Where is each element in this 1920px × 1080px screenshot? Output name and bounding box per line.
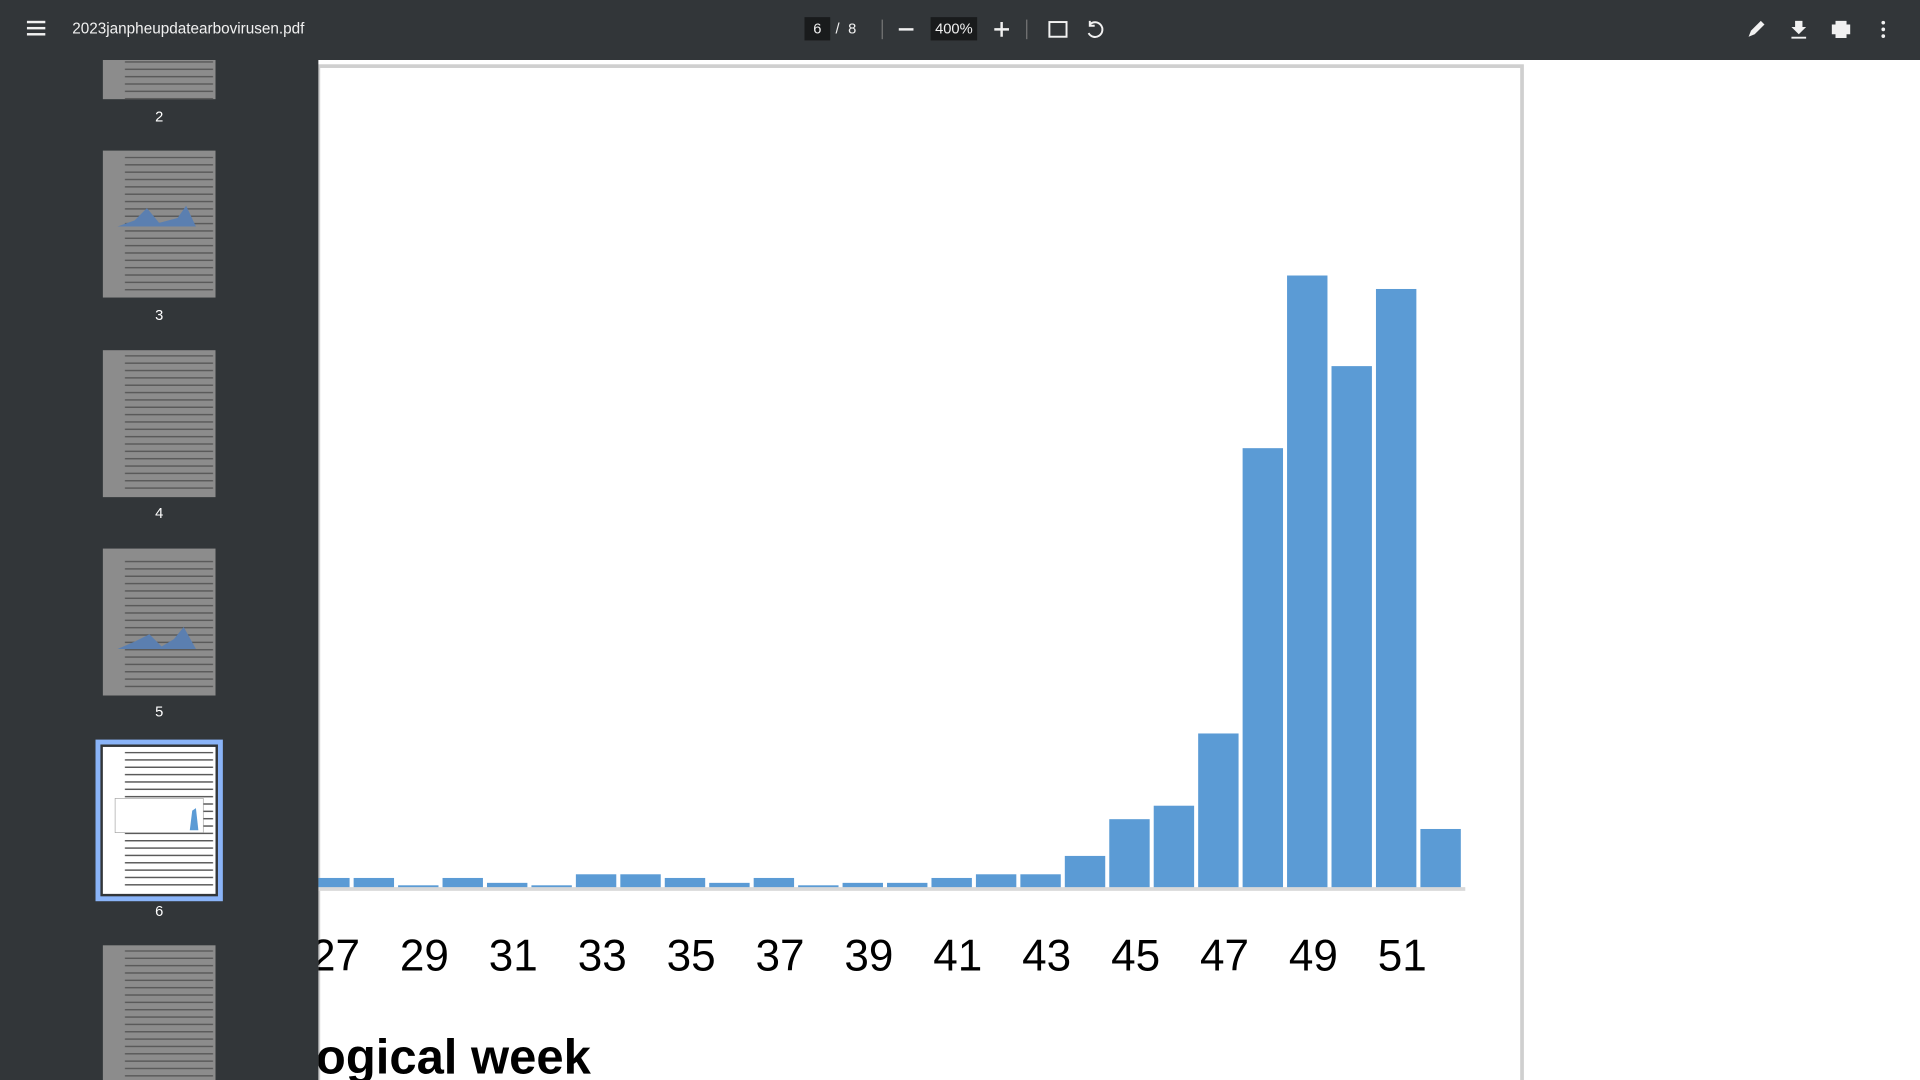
bar [1109,819,1150,888]
icon [1881,20,1886,25]
bar [1331,366,1372,888]
bar [1020,874,1061,888]
bar [1420,828,1461,888]
bar [709,882,750,888]
thumbnail-label: 3 [155,308,163,324]
x-axis-title: ogical week [316,1030,592,1080]
icon [1881,27,1886,32]
x-tick-label: 39 [844,931,893,980]
zoom-input[interactable] [930,17,978,41]
bar [1375,288,1417,888]
bar [1287,275,1328,888]
separator [881,19,883,40]
thumbnail-label: 4 [155,506,163,522]
thumbnail-figure [189,808,199,831]
page-input[interactable] [804,17,831,41]
thumbnail-label: 5 [155,705,163,721]
bar [1064,855,1106,888]
rotate-button[interactable] [1087,20,1104,38]
x-tick-label: 51 [1378,931,1427,980]
zoom-in-button[interactable] [994,22,1009,37]
bar [442,877,483,888]
x-tick-label: 43 [1022,931,1071,980]
x-tick-label: 29 [400,931,449,980]
bar [798,885,839,888]
fit-button[interactable] [1048,21,1068,38]
x-tick-label: 41 [933,931,982,980]
thumbnail-selected [95,739,223,902]
more-button[interactable] [1881,20,1886,38]
annotate-button[interactable] [1748,20,1765,37]
zoom-level: 400% [935,21,973,37]
current-page: 6 [813,21,821,37]
menu-button[interactable] [26,20,46,36]
bar [1242,448,1284,888]
bar [975,874,1017,888]
file-name: 2023janpheupdatearbovirusen.pdf [72,20,305,37]
bar [531,885,572,888]
download-button[interactable] [1791,20,1807,39]
thumbnail-figure [117,626,196,649]
bar [1198,733,1239,888]
thumbnail-label: 6 [155,904,163,920]
x-tick-label: 27 [311,931,360,980]
chart: 27 29 31 33 35 37 39 41 43 45 47 49 51 ogical week [311,275,1466,1080]
bar [664,877,706,888]
bar [353,877,395,888]
bar [398,885,439,888]
x-tick-label: 45 [1111,931,1160,980]
icon [1881,34,1886,38]
page-count: 8 [848,21,856,37]
icon [26,20,46,24]
thumbnail-figure [114,798,204,833]
x-tick-label: 47 [1200,931,1249,980]
thumbnail-figure [117,205,196,227]
bar [486,882,528,888]
bar [575,874,617,888]
bar [931,877,972,888]
thumbnail-text [102,355,216,493]
zoom-out-button[interactable] [898,28,914,31]
bar [620,874,661,888]
x-tick-label: 49 [1289,931,1338,980]
bar [1153,805,1195,888]
page-separator: / [836,21,841,37]
x-tick-label: 31 [489,931,538,980]
x-tick-label: 35 [667,931,716,980]
bar [318,877,350,888]
bar [753,877,795,888]
bar [842,882,883,888]
x-tick-label: 37 [755,931,804,980]
icon [26,33,46,36]
thumbnail-text [102,555,216,689]
icon [26,26,46,30]
x-tick-label: 33 [578,931,627,980]
separator [1026,19,1028,40]
print-button[interactable] [1831,20,1851,38]
thumbnail-text [102,950,216,1080]
bar [887,882,928,888]
thumbnail-label: 2 [155,109,163,125]
thumbnail-list: 2 3 4 5 6 [95,48,223,1080]
